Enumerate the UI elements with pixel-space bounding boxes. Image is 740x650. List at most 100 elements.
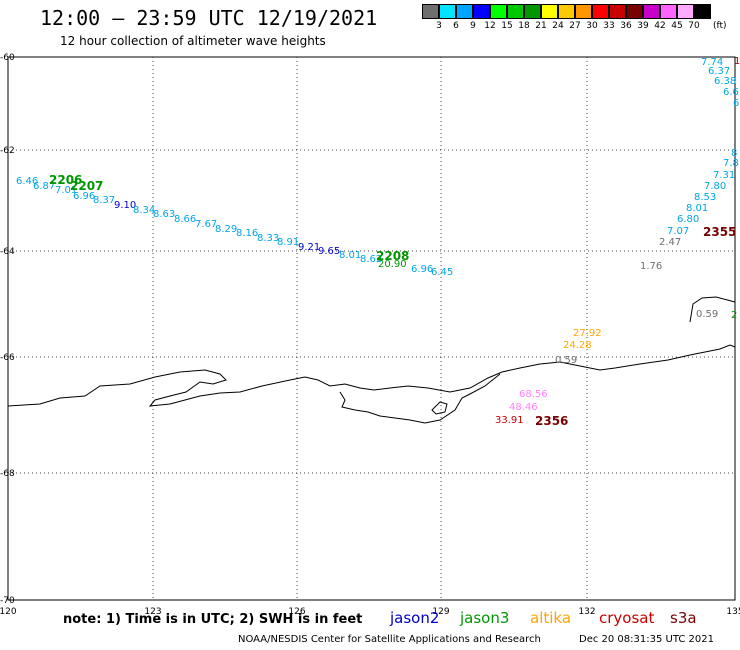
scale-label: 27 <box>569 21 581 31</box>
footer-credit: NOAA/NESDIS Center for Satellite Applica… <box>238 634 541 645</box>
scale-swatch <box>422 4 439 19</box>
scale-swatch <box>558 4 575 19</box>
wave-height-label: 8.53 <box>694 192 716 203</box>
scale-swatch <box>456 4 473 19</box>
map-border <box>7 56 736 601</box>
wave-height-label: 8.66 <box>174 214 196 225</box>
wave-height-label: 8.91 <box>277 237 299 248</box>
lon-label: 132 <box>578 607 595 617</box>
wave-height-label: 6.38 <box>714 76 736 87</box>
wave-height-label: 6.6 <box>723 87 739 98</box>
scale-swatch <box>592 4 609 19</box>
wave-height-label: 6 <box>733 98 739 109</box>
map-frame <box>7 56 736 601</box>
wave-height-label: 7.8 <box>723 158 739 169</box>
wave-height-label: 7.01 <box>55 185 77 196</box>
wave-height-label: 7.31 <box>713 170 735 181</box>
wave-height-label: 7.74 <box>701 57 723 68</box>
lon-label: 126 <box>288 607 305 617</box>
scale-swatch <box>609 4 626 19</box>
scale-unit: (ft) <box>713 21 727 31</box>
wave-height-label: 8.33 <box>257 233 279 244</box>
satellite-name: cryosat <box>599 609 655 627</box>
wave-height-label: 6.46 <box>16 176 38 187</box>
lat-label: -70 <box>0 596 15 606</box>
wave-height-label: 8.34 <box>133 205 155 216</box>
wave-height-labels: 6.466.87 7.016.968.379.108.348.638.667.67… <box>16 56 740 426</box>
scale-label: 70 <box>688 21 700 31</box>
wave-height-label: 33.91 <box>495 415 524 426</box>
scale-swatch <box>473 4 490 19</box>
wave-height-label: 0.59 <box>696 309 718 320</box>
wave-height-label: 7.67 <box>195 219 217 230</box>
wave-height-label: 20.90 <box>378 259 407 270</box>
scale-swatch <box>439 4 456 19</box>
wave-height-label: 48.46 <box>509 402 538 413</box>
wave-height-label: 8.37 <box>93 195 115 206</box>
lat-label: -66 <box>0 353 15 363</box>
coastline-east <box>689 296 736 323</box>
scale-swatch <box>660 4 677 19</box>
scale-label: 21 <box>535 21 547 31</box>
pass-time-label: 2356 <box>535 414 568 428</box>
map-title: 12:00 – 23:59 UTC 12/19/2021 <box>40 6 378 30</box>
wave-height-label: 1 <box>734 56 740 67</box>
note-text: note: 1) Time is in UTC; 2) SWH is in fe… <box>63 612 363 627</box>
wave-height-label: 8.29 <box>215 224 237 235</box>
axis-labels: -60-62-64-66-68-70120123126129132135 <box>0 53 740 617</box>
scale-label: 12 <box>484 21 496 31</box>
wave-height-label: 8.01 <box>686 203 708 214</box>
wave-height-label: 8.16 <box>236 228 258 239</box>
lon-label: 120 <box>0 607 17 617</box>
wave-height-label: 6.87 <box>33 181 55 192</box>
lat-label: -68 <box>0 469 15 479</box>
wave-height-label: 6.45 <box>431 267 453 278</box>
satellite-name: altika <box>530 609 572 627</box>
wave-height-label: 1.76 <box>640 261 662 272</box>
wave-height-label: 8.62 <box>360 254 382 265</box>
coastline-main <box>7 344 736 407</box>
wave-height-label: 6.96 <box>73 191 95 202</box>
scale-swatch <box>507 4 524 19</box>
scale-swatch <box>575 4 592 19</box>
scale-swatch <box>643 4 660 19</box>
wave-height-label: 0.59 <box>555 355 577 366</box>
pass-time-label: 2206 <box>49 173 82 187</box>
satellite-name: jason3 <box>460 609 510 627</box>
wave-height-label: 6.96 <box>411 264 433 275</box>
wave-height-label: 24.28 <box>563 340 592 351</box>
scale-label: 6 <box>453 21 459 31</box>
scale-swatch <box>490 4 507 19</box>
wave-height-label: 27.92 <box>573 328 602 339</box>
scale-label: 45 <box>671 21 683 31</box>
scale-swatch <box>524 4 541 19</box>
scale-label: 15 <box>501 21 513 31</box>
wave-height-label: 8.63 <box>153 209 175 220</box>
scale-label: 3 <box>436 21 442 31</box>
pass-time-label: 2208 <box>376 249 409 263</box>
map-subtitle: 12 hour collection of altimeter wave hei… <box>60 34 326 48</box>
graticule <box>8 57 735 600</box>
wave-height-label: 9.10 <box>114 200 136 211</box>
wave-height-label: 6.37 <box>708 66 730 77</box>
wave-height-label: 8 <box>731 148 737 159</box>
scale-label: 42 <box>654 21 666 31</box>
scale-label: 24 <box>552 21 564 31</box>
lon-label: 123 <box>144 607 161 617</box>
pass-time-label: 2207 <box>70 179 103 193</box>
scale-swatch <box>541 4 558 19</box>
coastline-lower <box>339 373 501 424</box>
lat-label: -60 <box>0 53 15 63</box>
wave-height-label: 2.47 <box>659 237 681 248</box>
scale-swatch <box>626 4 643 19</box>
scale-label: 36 <box>620 21 632 31</box>
footer-timestamp: Dec 20 08:31:35 UTC 2021 <box>579 634 714 645</box>
color-scale-bar <box>422 4 711 19</box>
wave-height-label: 9.21 <box>298 242 320 253</box>
satellite-name: jason2 <box>390 609 440 627</box>
scale-label: 30 <box>586 21 598 31</box>
coastline <box>7 296 736 424</box>
